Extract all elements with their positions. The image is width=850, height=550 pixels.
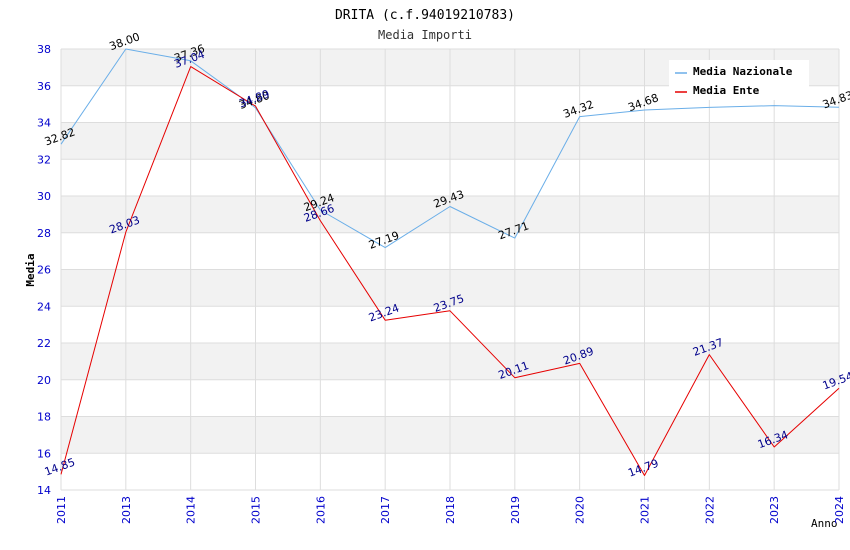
y-tick-label: 38 xyxy=(37,43,51,56)
legend-label-media-nazionale: Media Nazionale xyxy=(693,65,793,78)
legend-label-media-ente: Media Ente xyxy=(693,84,760,97)
x-tick-label: 2011 xyxy=(55,496,68,524)
y-axis-label: Media xyxy=(24,253,37,286)
y-tick-label: 28 xyxy=(37,227,51,240)
x-tick-label: 2014 xyxy=(185,496,198,524)
series-line-media-nazionale xyxy=(60,48,840,249)
x-tick-label: 2019 xyxy=(509,496,522,524)
y-tick-label: 34 xyxy=(37,117,51,130)
series-lines xyxy=(60,48,840,476)
grid-lines xyxy=(60,48,840,491)
chart-subtitle: Media Importi xyxy=(378,28,472,42)
series-line-media-ente xyxy=(60,66,840,476)
y-tick-label: 16 xyxy=(37,447,51,460)
x-tick-label: 2013 xyxy=(120,496,133,524)
x-axis-ticks: 2011 2013 2014 2015 2016 2017 2018 2019 2020 2021… xyxy=(55,496,846,524)
y-tick-label: 20 xyxy=(37,374,51,387)
chart-title: DRITA (c.f.94019210783) xyxy=(335,8,515,23)
legend-box xyxy=(669,60,809,100)
y-tick-label: 30 xyxy=(37,190,51,203)
y-tick-label: 36 xyxy=(37,80,51,93)
y-tick-label: 14 xyxy=(37,484,51,497)
y-tick-label: 32 xyxy=(37,153,51,166)
x-tick-label: 2024 xyxy=(833,496,846,524)
x-tick-label: 2018 xyxy=(444,496,457,524)
x-axis-label: Anno xyxy=(811,517,838,530)
y-tick-label: 22 xyxy=(37,337,51,350)
x-tick-label: 2016 xyxy=(314,496,327,524)
x-tick-label: 2015 xyxy=(250,496,263,524)
legend: Media Nazionale Media Ente xyxy=(669,60,809,100)
x-tick-label: 2017 xyxy=(379,496,392,524)
y-axis-ticks: 14 16 18 20 22 24 26 28 30 32 34 36 38 xyxy=(37,43,51,497)
x-tick-label: 2021 xyxy=(639,496,652,524)
y-tick-label: 26 xyxy=(37,264,51,277)
y-tick-label: 24 xyxy=(37,300,51,313)
y-tick-label: 18 xyxy=(37,411,51,424)
x-tick-label: 2022 xyxy=(703,496,716,524)
x-tick-label: 2020 xyxy=(574,496,587,524)
x-tick-label: 2023 xyxy=(768,496,781,524)
